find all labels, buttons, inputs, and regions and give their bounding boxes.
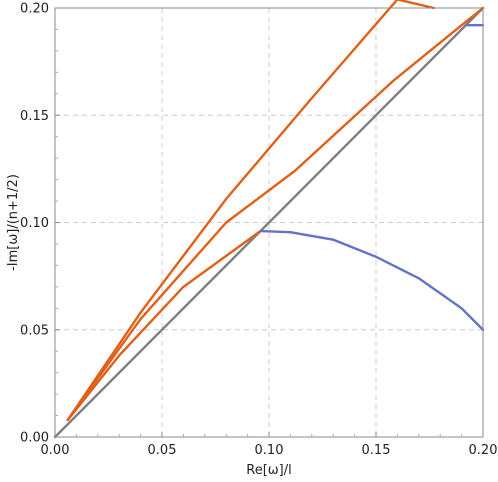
x-tick-label: 0.10 [255, 443, 284, 458]
y-tick-label: 0.10 [20, 216, 49, 231]
series-line-1 [53, 6, 485, 439]
series-layer [53, 0, 485, 439]
series-line-2 [66, 0, 435, 422]
y-tick-label: 0.05 [20, 323, 49, 338]
axis-ticks: 0.00 0.05 0.10 0.15 0.20 0.00 0.05 0.10 0.15 0.20 [20, 2, 497, 459]
y-tick-label: 0.00 [20, 431, 49, 446]
x-axis-label: Re[ω]/l [246, 463, 291, 478]
y-axis-label: -Im[ω]/(n+1/2) [6, 174, 21, 271]
x-tick-label: 0.00 [41, 443, 70, 458]
x-tick-label: 0.15 [362, 443, 391, 458]
series-line-5 [259, 229, 485, 331]
x-tick-label: 0.05 [148, 443, 177, 458]
x-tick-label: 0.20 [469, 443, 498, 458]
y-tick-label: 0.20 [20, 2, 49, 17]
series-line-4 [66, 229, 262, 422]
series-line-3 [66, 6, 485, 422]
y-tick-label: 0.15 [20, 109, 49, 124]
